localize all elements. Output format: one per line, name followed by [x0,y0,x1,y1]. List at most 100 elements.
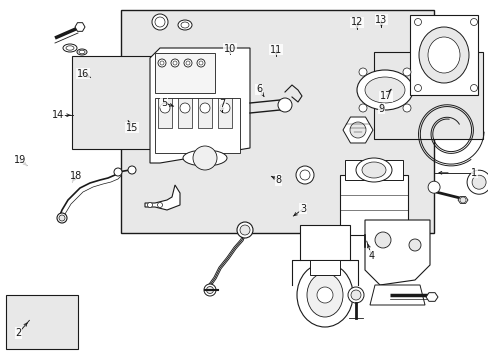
Text: 1: 1 [470,168,476,178]
Circle shape [155,17,164,27]
Circle shape [374,232,390,248]
Bar [299,225,349,260]
Circle shape [471,175,485,189]
Text: 15: 15 [125,123,138,133]
Ellipse shape [418,27,468,83]
Text: 5: 5 [161,98,166,108]
Circle shape [59,215,65,221]
Bar [218,98,231,128]
Circle shape [147,202,152,207]
Text: 6: 6 [256,84,262,94]
Circle shape [408,239,420,251]
Circle shape [358,68,366,76]
Circle shape [402,104,410,112]
Circle shape [173,61,177,65]
Circle shape [459,197,465,203]
Circle shape [206,287,213,293]
Polygon shape [342,117,372,143]
Ellipse shape [364,77,404,103]
Text: 7: 7 [219,99,225,109]
Text: 18: 18 [69,171,82,181]
Bar [72,56,158,149]
Bar [155,53,215,93]
Circle shape [197,59,204,67]
Circle shape [347,287,363,303]
Ellipse shape [427,37,459,73]
Ellipse shape [178,20,192,30]
Circle shape [299,170,309,180]
Bar [178,98,192,128]
Text: 9: 9 [378,104,384,114]
Bar [409,15,477,95]
Circle shape [152,14,168,30]
Text: 19: 19 [14,155,27,165]
Text: 12: 12 [350,17,363,27]
Bar [309,260,339,275]
Circle shape [199,61,203,65]
Circle shape [193,146,217,170]
Circle shape [349,122,365,138]
Circle shape [160,61,163,65]
Polygon shape [75,23,85,31]
Bar [373,52,482,139]
Circle shape [158,59,165,67]
Ellipse shape [306,273,342,317]
Bar [158,98,172,128]
Circle shape [469,85,476,91]
Circle shape [185,61,190,65]
Circle shape [157,202,162,207]
Polygon shape [150,48,249,163]
Circle shape [427,181,439,193]
Circle shape [316,287,332,303]
Text: 11: 11 [269,45,282,55]
Circle shape [358,104,366,112]
Text: 14: 14 [51,110,64,120]
Ellipse shape [361,162,385,178]
Polygon shape [369,285,424,305]
Circle shape [350,290,360,300]
Ellipse shape [181,22,189,28]
Ellipse shape [77,49,87,55]
Bar [339,175,407,235]
Circle shape [295,166,313,184]
Polygon shape [145,185,180,210]
Circle shape [160,103,170,113]
Polygon shape [457,197,467,203]
Ellipse shape [63,44,77,52]
Text: 3: 3 [300,204,305,214]
Text: 8: 8 [275,175,281,185]
Text: 2: 2 [16,328,21,338]
Circle shape [414,85,421,91]
Ellipse shape [183,150,226,166]
Ellipse shape [356,70,412,110]
Circle shape [402,68,410,76]
Text: 13: 13 [374,15,387,25]
Circle shape [180,103,190,113]
Bar [121,10,433,233]
Bar [345,160,402,180]
Bar [155,98,240,153]
Circle shape [414,18,421,26]
Circle shape [203,284,216,296]
Circle shape [469,18,476,26]
Polygon shape [364,220,429,285]
Text: 16: 16 [77,69,89,79]
Bar [198,98,212,128]
Ellipse shape [296,263,352,327]
Circle shape [278,98,291,112]
Circle shape [240,225,249,235]
Circle shape [114,168,122,176]
Ellipse shape [355,158,391,182]
Circle shape [220,103,229,113]
Circle shape [57,213,67,223]
Text: 4: 4 [368,251,374,261]
Ellipse shape [79,50,85,54]
Text: 10: 10 [223,44,236,54]
Circle shape [200,103,209,113]
Circle shape [171,59,179,67]
Circle shape [128,166,136,174]
Text: 17: 17 [379,91,392,102]
Polygon shape [425,293,437,301]
Bar [6,295,78,349]
Circle shape [183,59,192,67]
